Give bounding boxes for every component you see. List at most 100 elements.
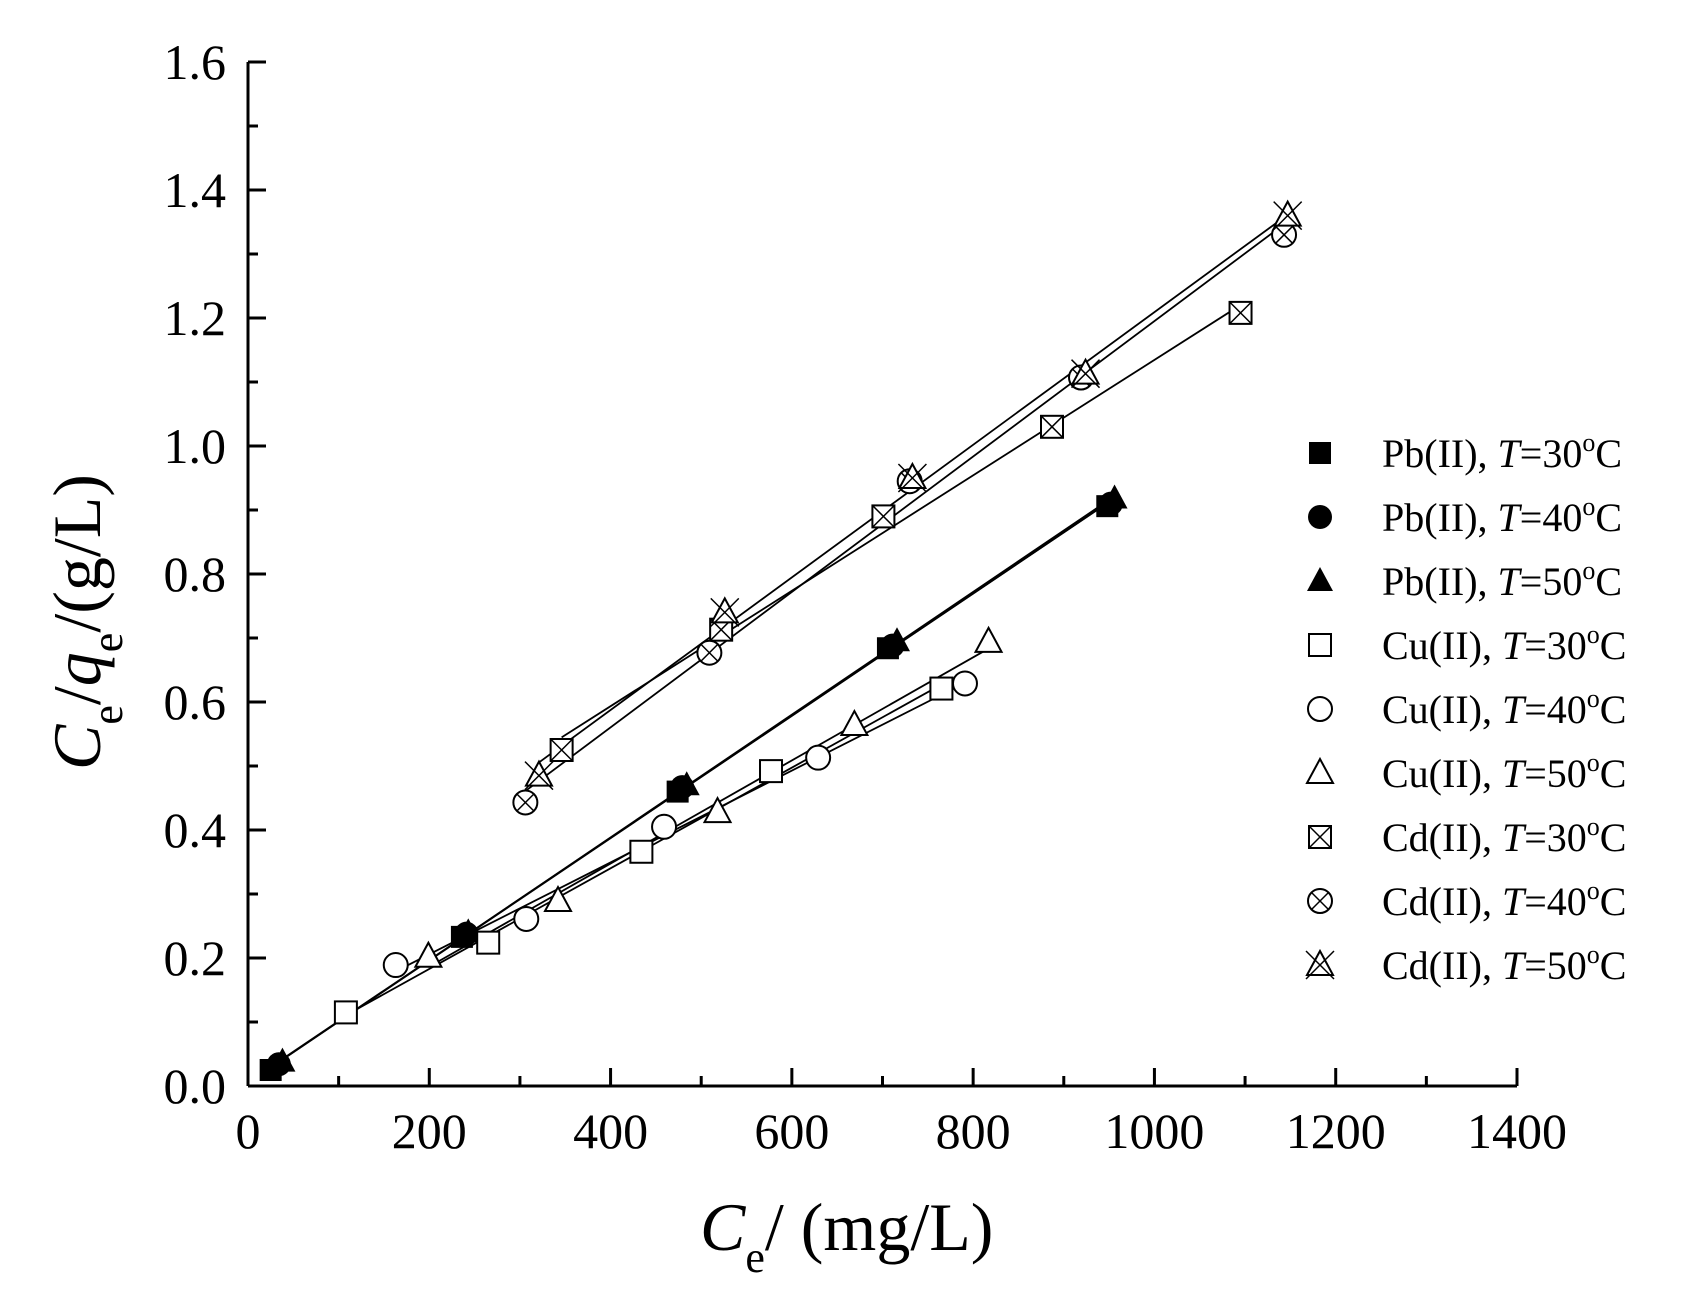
- marker-cross: [1308, 825, 1332, 849]
- x-title-main: C: [700, 1189, 746, 1265]
- data-point: [673, 771, 700, 796]
- marker-shape: [1308, 505, 1332, 529]
- marker-cross: [1305, 950, 1335, 980]
- data-point: [702, 795, 733, 824]
- marker-cross: [550, 738, 574, 762]
- x-title-sub: e: [745, 1233, 765, 1282]
- marker-shape: [1309, 442, 1331, 464]
- fit-line-5: [427, 647, 989, 968]
- data-point: [884, 627, 911, 652]
- marker-shape: [1307, 696, 1333, 722]
- marker-shape: [476, 930, 501, 955]
- y-title-q-sub: e: [83, 633, 132, 653]
- x-tick-label: 600: [754, 1103, 829, 1159]
- marker-shape: [710, 596, 740, 624]
- data-point: [382, 952, 409, 979]
- marker-shape: [455, 918, 482, 943]
- y-title-c-sub: e: [83, 705, 132, 725]
- data-point: [871, 504, 896, 529]
- y-tick-label: 0.6: [164, 674, 227, 730]
- marker-cross: [897, 463, 927, 493]
- marker-shape: [929, 676, 954, 701]
- data-point: [413, 940, 444, 968]
- y-tick-label: 0.0: [164, 1058, 227, 1114]
- fit-line-7: [524, 223, 1285, 792]
- marker-shape: [951, 670, 978, 697]
- x-tick-label: 1400: [1467, 1103, 1567, 1159]
- x-tick-label: 1000: [1104, 1103, 1204, 1159]
- marker-shape: [1307, 567, 1333, 591]
- legend-marker: [1307, 567, 1333, 591]
- marker-cross: [871, 504, 895, 528]
- marker-cross: [516, 793, 534, 812]
- fit-line-2: [281, 495, 1116, 1061]
- y-tick-label: 1.4: [164, 162, 227, 218]
- data-point: [1228, 300, 1253, 325]
- legend-label: Pb(II), T=40oC: [1382, 492, 1622, 540]
- marker-shape: [1305, 948, 1335, 976]
- marker-cross: [1275, 226, 1293, 244]
- legend-marker: [1308, 505, 1332, 529]
- marker-shape: [1308, 633, 1332, 657]
- marker-shape: [1101, 484, 1128, 509]
- data-point: [951, 670, 978, 697]
- marker-cross: [524, 761, 554, 791]
- data-point: [973, 625, 1004, 653]
- legend-marker: [1308, 825, 1332, 849]
- data-point: [629, 839, 654, 864]
- legend: Pb(II), T=30oC Pb(II), T=40oC Pb(II), T=50…: [1305, 428, 1626, 988]
- marker-cross: [700, 644, 718, 662]
- y-title-slash: /: [39, 686, 115, 705]
- data-point: [696, 639, 723, 666]
- y-tick-label: 1.6: [164, 34, 227, 90]
- marker-cross: [1311, 892, 1329, 910]
- marker-shape: [897, 461, 928, 489]
- legend-entry: Pb(II), T=50oC: [1307, 556, 1622, 604]
- data-point: [839, 708, 870, 737]
- marker-shape: [1070, 357, 1101, 385]
- legend-marker: [1308, 633, 1332, 657]
- data-point: [476, 930, 501, 955]
- x-title-rest: / (mg/L): [765, 1189, 994, 1265]
- y-tick-label: 0.4: [164, 802, 227, 858]
- legend-label: Cu(II), T=30oC: [1382, 620, 1626, 668]
- marker-shape: [651, 813, 678, 840]
- marker-shape: [543, 884, 573, 913]
- marker-shape: [702, 795, 733, 824]
- data-point: [1070, 357, 1101, 389]
- legend-marker: [1307, 888, 1333, 914]
- data-point: [897, 461, 928, 493]
- x-tick-label: 800: [936, 1103, 1011, 1159]
- data-point: [1040, 414, 1065, 439]
- legend-marker: [1305, 756, 1335, 784]
- marker-shape: [839, 708, 870, 737]
- marker-shape: [382, 952, 409, 979]
- marker-shape: [413, 940, 444, 968]
- marker-shape: [805, 744, 832, 771]
- data-point: [513, 905, 540, 932]
- marker-shape: [673, 771, 700, 796]
- x-tick-label: 0: [236, 1103, 261, 1159]
- x-tick-label: 200: [392, 1103, 467, 1159]
- y-title-c: C: [39, 724, 115, 770]
- y-tick-label: 1.2: [164, 290, 227, 346]
- data-point: [1272, 199, 1303, 231]
- marker-cross: [1040, 415, 1064, 439]
- marker-shape: [524, 759, 554, 787]
- legend-entry: Pb(II), T=40oC: [1308, 492, 1622, 540]
- marker-shape: [333, 1000, 358, 1025]
- data-point: [805, 744, 832, 771]
- data-point: [524, 759, 554, 791]
- data-point: [455, 918, 482, 943]
- legend-label: Cd(II), T=50oC: [1382, 940, 1626, 988]
- data-point: [549, 738, 574, 762]
- legend-entry: Cd(II), T=40oC: [1307, 876, 1626, 924]
- fit-line-6: [561, 304, 1242, 739]
- data-point: [710, 596, 740, 627]
- legend-entry: Cu(II), T=30oC: [1308, 620, 1626, 668]
- marker-cross: [710, 597, 740, 627]
- marker-shape: [269, 1047, 296, 1072]
- legend-label: Cd(II), T=30oC: [1382, 812, 1626, 860]
- y-title-q: q: [39, 652, 115, 686]
